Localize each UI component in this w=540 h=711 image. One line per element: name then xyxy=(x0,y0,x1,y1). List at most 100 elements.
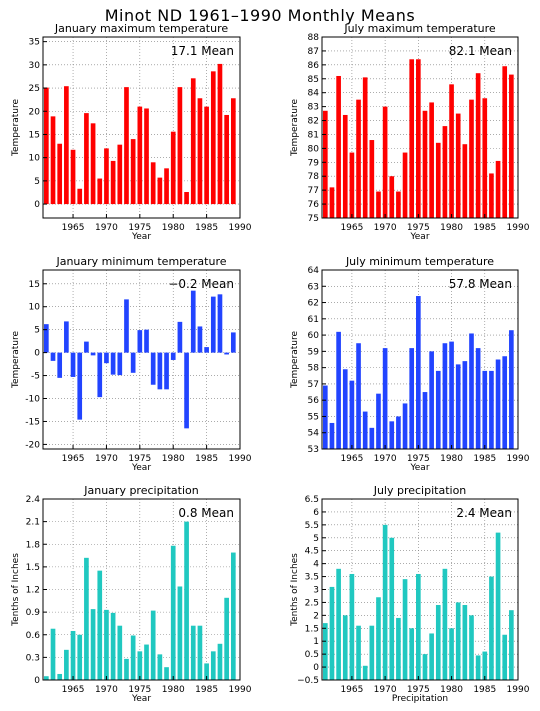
x-tick-label: 1985 xyxy=(195,223,218,233)
bar xyxy=(44,676,49,680)
bar xyxy=(435,605,441,680)
bar xyxy=(416,573,421,680)
y-axis-label: Tenths of Inches xyxy=(290,553,300,627)
bar xyxy=(455,602,461,680)
bar xyxy=(502,634,508,680)
bar xyxy=(416,59,421,219)
bar xyxy=(429,351,434,449)
bar xyxy=(422,654,428,680)
bar xyxy=(489,576,494,680)
y-tick-label: -20 xyxy=(25,440,40,450)
y-tick-label: 0.9 xyxy=(26,608,41,618)
bar xyxy=(329,586,335,680)
x-tick-label: 1990 xyxy=(507,223,530,233)
bar xyxy=(230,98,236,205)
mean-annotation: 2.4 Mean xyxy=(456,506,512,520)
y-tick-label: 84 xyxy=(308,89,320,99)
bar xyxy=(217,294,223,353)
bar xyxy=(455,113,461,218)
bar xyxy=(110,160,116,205)
y-tick-label: 1.5 xyxy=(305,624,319,634)
bar xyxy=(104,148,109,205)
y-tick-label: −0.5 xyxy=(297,676,319,686)
y-tick-label: -15 xyxy=(25,417,40,427)
x-tick-label: 1965 xyxy=(340,454,363,464)
bar xyxy=(117,352,123,376)
bar xyxy=(230,332,236,353)
bar xyxy=(170,352,176,360)
bar xyxy=(110,612,116,680)
bar xyxy=(84,557,89,680)
bar xyxy=(217,63,223,205)
x-tick-label: 1975 xyxy=(128,223,151,233)
bar xyxy=(489,173,494,218)
bar xyxy=(77,188,83,205)
bar xyxy=(70,149,76,205)
bar xyxy=(356,343,361,449)
x-tick-label: 1980 xyxy=(162,685,185,695)
y-tick-label: 10 xyxy=(29,303,41,313)
bar xyxy=(455,364,461,449)
bar xyxy=(224,352,229,355)
x-tick-label: 1965 xyxy=(62,685,85,695)
bar xyxy=(137,651,143,680)
bar xyxy=(177,321,183,353)
bar xyxy=(409,628,415,680)
y-tick-label: 5 xyxy=(34,177,40,187)
bar xyxy=(342,369,348,449)
x-axis-label: Precipitation xyxy=(392,694,448,704)
y-tick-label: -10 xyxy=(25,395,40,405)
x-tick-label: 1980 xyxy=(162,223,185,233)
x-tick-label: 1980 xyxy=(440,685,463,695)
bar xyxy=(409,348,415,449)
bar xyxy=(389,421,395,449)
bar xyxy=(70,630,76,680)
bar xyxy=(342,615,348,680)
bar xyxy=(90,123,96,205)
bar xyxy=(449,341,454,449)
x-tick-label: 1965 xyxy=(340,685,363,695)
y-tick-label: 0 xyxy=(34,349,40,359)
y-tick-label: 76 xyxy=(308,200,320,210)
bar xyxy=(475,73,481,218)
bar xyxy=(117,144,123,205)
y-tick-label: 1.8 xyxy=(26,540,41,550)
bar xyxy=(97,178,103,205)
x-tick-label: 1990 xyxy=(229,454,252,464)
y-tick-label: 1 xyxy=(313,637,319,647)
y-tick-label: 75 xyxy=(308,214,319,224)
bar xyxy=(369,427,375,449)
chart-title: January maximum temperature xyxy=(54,22,228,35)
bar xyxy=(224,597,229,680)
bar xyxy=(64,86,69,205)
bar xyxy=(396,617,401,680)
y-tick-label: 58 xyxy=(308,364,320,374)
bar xyxy=(396,416,401,449)
bar xyxy=(449,628,454,680)
bar xyxy=(90,352,96,356)
bar xyxy=(362,77,368,218)
bar-series xyxy=(44,521,236,680)
y-tick-label: -5 xyxy=(31,372,40,382)
bar xyxy=(475,348,481,449)
bar xyxy=(469,615,474,680)
y-tick-label: 63 xyxy=(308,282,319,292)
bar xyxy=(130,352,136,373)
bar xyxy=(84,341,89,353)
x-tick-label: 1970 xyxy=(374,223,397,233)
y-tick-label: 2.1 xyxy=(26,518,40,528)
bar xyxy=(57,143,63,205)
y-tick-label: 87 xyxy=(308,47,319,57)
y-tick-label: 85 xyxy=(308,75,319,85)
bar xyxy=(509,74,514,218)
bar xyxy=(130,139,136,205)
y-tick-label: 0.5 xyxy=(305,650,319,660)
bar xyxy=(150,162,156,205)
bar xyxy=(422,392,428,449)
bar xyxy=(217,643,223,680)
y-tick-label: 5.5 xyxy=(305,521,319,531)
bar xyxy=(482,370,488,449)
x-tick-label: 1970 xyxy=(374,685,397,695)
bar xyxy=(124,87,129,205)
y-tick-label: 82 xyxy=(308,117,319,127)
